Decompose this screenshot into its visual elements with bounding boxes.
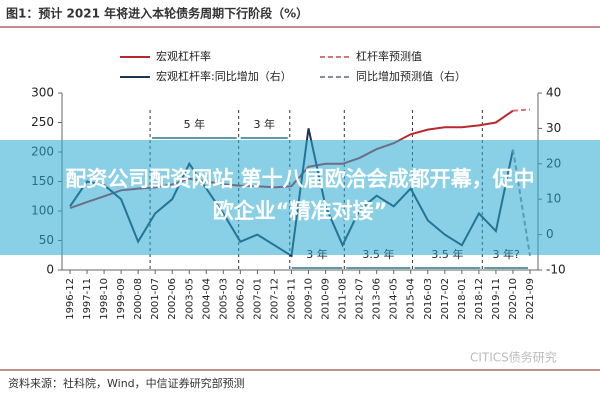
x-tick-label: 2000-08 bbox=[133, 278, 144, 320]
x-tick-label: 2005-03 bbox=[218, 278, 229, 320]
x-tick-label: 2003-05 bbox=[184, 278, 195, 320]
x-tick-label: 2018-01 bbox=[457, 278, 468, 320]
x-tick-label: 2010-09 bbox=[321, 278, 332, 320]
overlay-text: 欧企业“精准对接” bbox=[213, 199, 388, 223]
x-tick-label: 2013-06 bbox=[372, 278, 383, 320]
y-tick-label: 250 bbox=[31, 115, 54, 129]
x-tick-label: 2007-01 bbox=[252, 278, 263, 320]
annotation: 3 年 bbox=[253, 117, 275, 131]
x-tick-label: 1997-11 bbox=[82, 278, 93, 320]
y2-tick-label: 30 bbox=[546, 121, 561, 135]
overlay-text: 配资公司配资网站 第十八届欧洽会成都开幕，促中 bbox=[65, 167, 534, 191]
x-tick-label: 1999-09 bbox=[116, 278, 127, 320]
y-tick-label: 300 bbox=[31, 86, 54, 100]
chart-title: 图1：预计 2021 年将进入本轮债务周期下行阶段（%） bbox=[6, 6, 308, 21]
x-tick-label: 2020-10 bbox=[508, 278, 519, 320]
x-tick-label: 1996-12 bbox=[65, 278, 76, 320]
watermark: CITICS债务研究 bbox=[470, 350, 557, 365]
x-tick-label: 2017-02 bbox=[440, 278, 451, 320]
x-tick-label: 2021-09 bbox=[525, 278, 536, 320]
x-tick-label: 2007-12 bbox=[269, 278, 280, 320]
series-line bbox=[512, 108, 531, 112]
x-tick-label: 2008-11 bbox=[286, 278, 297, 320]
x-tick-label: 2004-04 bbox=[201, 278, 212, 320]
legend-label: 宏观杠杆率 bbox=[156, 49, 211, 63]
x-tick-label: 2011-08 bbox=[338, 278, 349, 320]
legend-label: 宏观杠杆率:同比增加（右） bbox=[156, 69, 292, 83]
x-tick-label: 2006-02 bbox=[235, 278, 246, 320]
legend-label: 同比增加预测值（右） bbox=[356, 69, 466, 83]
annotation: 5 年 bbox=[184, 117, 206, 131]
y-tick-label: 0 bbox=[46, 263, 54, 277]
y2-tick-label: -10 bbox=[546, 263, 566, 277]
x-tick-label: 2001-07 bbox=[150, 278, 161, 320]
x-tick-label: 2012-07 bbox=[355, 278, 366, 320]
overlay-banner bbox=[0, 140, 600, 255]
y2-tick-label: 40 bbox=[546, 86, 561, 100]
x-tick-label: 2002-06 bbox=[167, 278, 178, 320]
x-tick-label: 1998-10 bbox=[99, 278, 110, 320]
x-tick-label: 2016-03 bbox=[423, 278, 434, 320]
source: 资料来源：社科院，Wind，中信证券研究部预测 bbox=[8, 376, 245, 390]
x-tick-label: 2014-05 bbox=[389, 278, 400, 320]
x-tick-label: 2015-04 bbox=[406, 278, 417, 320]
legend-label: 杠杆率预测值 bbox=[356, 49, 422, 63]
x-tick-label: 2019-11 bbox=[491, 278, 502, 320]
x-tick-label: 2009-10 bbox=[304, 278, 315, 320]
x-tick-label: 2018-12 bbox=[474, 278, 485, 320]
